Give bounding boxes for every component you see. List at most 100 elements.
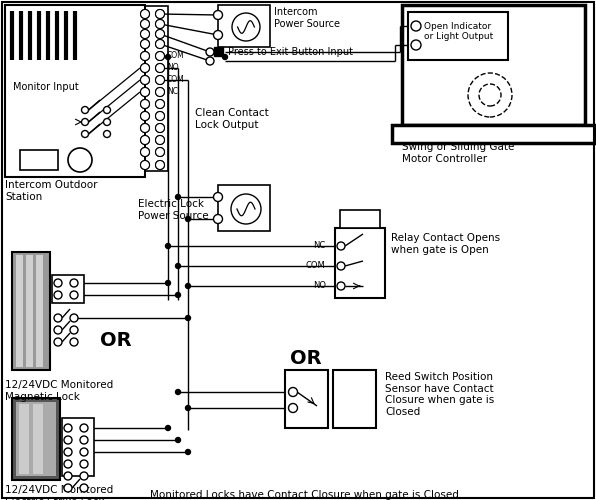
Circle shape [70, 314, 78, 322]
Bar [218, 5, 270, 47]
Circle shape [166, 426, 170, 430]
Circle shape [156, 76, 164, 84]
Circle shape [156, 40, 164, 48]
Circle shape [54, 291, 62, 299]
Circle shape [141, 10, 150, 18]
Circle shape [54, 279, 62, 287]
Circle shape [175, 194, 181, 200]
Circle shape [82, 106, 88, 114]
Circle shape [82, 118, 88, 126]
Circle shape [213, 10, 222, 20]
Circle shape [104, 130, 110, 138]
Circle shape [185, 406, 191, 410]
Circle shape [70, 326, 78, 334]
Circle shape [54, 314, 62, 322]
Circle shape [141, 52, 150, 60]
Circle shape [70, 291, 78, 299]
Circle shape [141, 64, 150, 72]
Text: Electric Lock
Power Source: Electric Lock Power Source [138, 199, 209, 220]
Circle shape [54, 326, 62, 334]
Circle shape [54, 338, 62, 346]
Circle shape [479, 84, 501, 106]
Text: Monitor Input: Monitor Input [13, 82, 79, 92]
Text: OR: OR [100, 330, 132, 349]
Bar [335, 228, 385, 298]
Circle shape [156, 100, 164, 108]
Text: Intercom
Power Source: Intercom Power Source [274, 7, 340, 28]
Circle shape [82, 130, 88, 138]
Circle shape [166, 280, 170, 285]
Text: Monitored Locks have Contact Closure when gate is Closed: Monitored Locks have Contact Closure whe… [150, 490, 459, 500]
Circle shape [141, 112, 150, 120]
Circle shape [141, 88, 150, 96]
Circle shape [141, 76, 150, 84]
Circle shape [141, 20, 150, 28]
Bar [285, 370, 328, 428]
Text: NO: NO [313, 282, 326, 290]
Bar [12, 252, 50, 370]
Circle shape [156, 124, 164, 132]
Circle shape [156, 88, 164, 96]
Circle shape [70, 279, 78, 287]
Text: NC: NC [313, 242, 325, 250]
Circle shape [156, 160, 164, 170]
Circle shape [185, 316, 191, 320]
Circle shape [175, 264, 181, 268]
Circle shape [156, 20, 164, 28]
Circle shape [166, 244, 170, 248]
Text: COM: COM [167, 52, 185, 60]
Circle shape [185, 450, 191, 454]
Circle shape [70, 338, 78, 346]
Bar [392, 125, 595, 143]
Circle shape [141, 10, 150, 18]
Circle shape [156, 148, 164, 156]
Text: NO: NO [167, 64, 179, 72]
Text: COM: COM [305, 262, 325, 270]
Circle shape [175, 390, 181, 394]
Text: Relay Contact Opens
when gate is Open: Relay Contact Opens when gate is Open [391, 233, 500, 254]
Circle shape [166, 54, 170, 60]
Circle shape [156, 52, 164, 60]
Text: NC: NC [167, 88, 178, 96]
Bar [138, 6, 168, 171]
Circle shape [175, 292, 181, 298]
Circle shape [141, 64, 150, 72]
Circle shape [337, 282, 345, 290]
Circle shape [411, 21, 421, 31]
Bar [214, 47, 223, 56]
Circle shape [64, 436, 72, 444]
Circle shape [104, 118, 110, 126]
Circle shape [80, 460, 88, 468]
Bar [12, 398, 60, 480]
Bar [19, 404, 29, 474]
Circle shape [64, 484, 72, 492]
Circle shape [156, 136, 164, 144]
Circle shape [213, 192, 222, 202]
Bar [33, 404, 43, 474]
Circle shape [141, 148, 150, 156]
Text: Clean Contact
Lock Output: Clean Contact Lock Output [195, 108, 269, 130]
Circle shape [64, 424, 72, 432]
Circle shape [288, 404, 297, 412]
Bar [5, 5, 145, 177]
Bar [62, 418, 94, 476]
Circle shape [156, 52, 164, 60]
Circle shape [156, 112, 164, 120]
Circle shape [64, 448, 72, 456]
Circle shape [141, 76, 150, 84]
Circle shape [337, 242, 345, 250]
Circle shape [64, 460, 72, 468]
Bar [52, 275, 84, 303]
Circle shape [185, 216, 191, 222]
Circle shape [156, 76, 164, 84]
Circle shape [156, 20, 164, 28]
Circle shape [156, 64, 164, 72]
Bar [26, 255, 33, 367]
Circle shape [141, 160, 150, 170]
Circle shape [411, 40, 421, 50]
Circle shape [288, 388, 297, 396]
Circle shape [232, 13, 260, 41]
Circle shape [156, 30, 164, 38]
Circle shape [141, 88, 150, 96]
Circle shape [222, 54, 228, 60]
